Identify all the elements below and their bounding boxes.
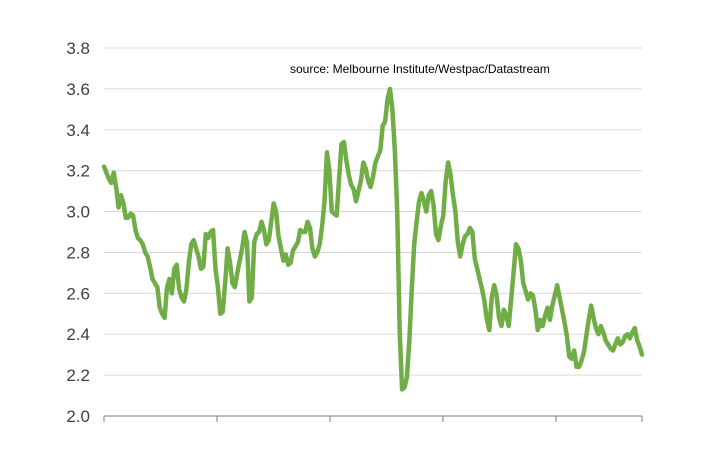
- y-axis-tick-labels: 2.0 2.2 2.4 2.6 2.8 3.0 3.2 3.4 3.6 3.8: [66, 39, 90, 426]
- y-tick-label: 3.0: [66, 203, 90, 222]
- y-tick-label: 2.6: [66, 284, 90, 303]
- y-tick-label: 3.2: [66, 162, 90, 181]
- y-tick-label: 2.2: [66, 366, 90, 385]
- y-tick-label: 3.4: [66, 121, 90, 140]
- series-line: [101, 86, 645, 392]
- y-tick-label: 2.4: [66, 325, 90, 344]
- x-axis: [103, 415, 643, 422]
- y-tick-label: 3.8: [66, 39, 90, 58]
- y-tick-label: 3.6: [66, 80, 90, 99]
- y-tick-label: 2.8: [66, 243, 90, 262]
- gridlines: [104, 47, 642, 376]
- series-group: [101, 86, 645, 392]
- y-tick-label: 2.0: [66, 407, 90, 426]
- source-annotation: source: Melbourne Institute/Westpac/Data…: [290, 62, 550, 76]
